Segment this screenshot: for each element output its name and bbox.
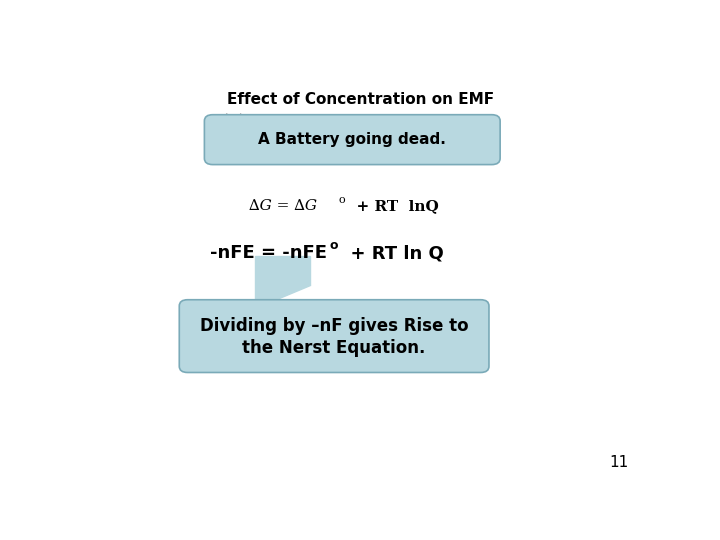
Text: ∆G = ∆G: ∆G = ∆G [249, 199, 317, 213]
Text: the Nerst Equation.: the Nerst Equation. [242, 339, 426, 356]
Text: o: o [338, 195, 345, 205]
FancyBboxPatch shape [204, 114, 500, 165]
Text: 11: 11 [609, 455, 629, 470]
Text: + RT  lnQ: + RT lnQ [346, 199, 438, 213]
Polygon shape [255, 256, 310, 308]
FancyBboxPatch shape [179, 300, 489, 373]
Text: Dividing by –nF gives Rise to: Dividing by –nF gives Rise to [199, 316, 468, 334]
Text: Effect of Concentration on EMF: Effect of Concentration on EMF [227, 92, 494, 107]
Text: o: o [330, 239, 338, 252]
Text: + RT ln Q: + RT ln Q [338, 244, 444, 262]
Text: A Battery going dead.: A Battery going dead. [258, 132, 446, 147]
Text: -nFE = -nFE: -nFE = -nFE [210, 244, 327, 262]
